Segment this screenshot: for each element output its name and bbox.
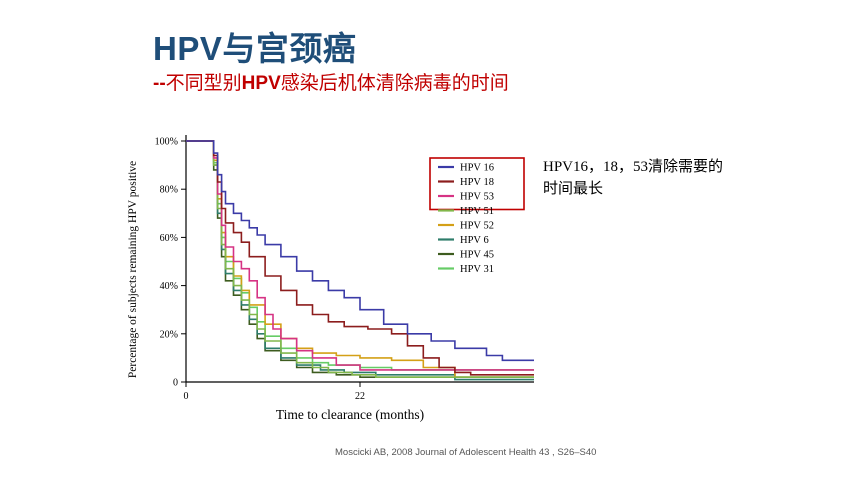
x-axis-title: Time to clearance (months) [276, 407, 424, 422]
series-line-hpv-51 [186, 140, 534, 378]
y-axis-title: Percentage of subjects remaining HPV pos… [127, 161, 139, 378]
kaplan-meier-chart: 0 20% 40% 60% 80% 100% 0 22 Time to clearance (m… [127, 135, 534, 422]
series-line-hpv-52 [186, 140, 534, 378]
series-line-hpv-6 [186, 140, 534, 381]
clearance-note-types: HPV16，18，53 [543, 159, 649, 175]
y-tick-label: 100% [155, 137, 178, 148]
legend-label-hpv-45: HPV 45 [460, 250, 494, 261]
slide-title: HPV与宫颈癌 [153, 30, 357, 67]
slide-subtitle: --不同型别HPV感染后机体清除病毒的时间 [153, 68, 509, 95]
clearance-note-text: 清除需要的时间最长 [543, 158, 724, 197]
subtitle-dash: -- [153, 73, 166, 94]
y-tick-label: 60% [160, 233, 178, 244]
legend-label-hpv-6: HPV 6 [460, 235, 489, 246]
y-tick-label: 80% [160, 185, 178, 196]
legend-highlight-box [429, 157, 525, 211]
subtitle-post: 感染后机体清除病毒的时间 [280, 73, 509, 94]
citation: Moscicki AB, 2008 Journal of Adolescent … [335, 447, 597, 458]
legend-label-hpv-31: HPV 31 [460, 264, 494, 275]
legend-label-hpv-52: HPV 52 [460, 221, 494, 232]
x-tick-label: 22 [355, 391, 365, 402]
legend-label-hpv-16: HPV 16 [460, 163, 494, 174]
y-tick-label: 40% [160, 281, 178, 292]
legend-label-hpv-53: HPV 53 [460, 192, 494, 203]
series-line-hpv-45 [186, 140, 534, 378]
clearance-note: HPV16，18，53清除需要的时间最长 [543, 156, 728, 200]
series-line-hpv-31 [186, 140, 534, 371]
subtitle-hpv: HPV [241, 73, 281, 94]
legend-label-hpv-51: HPV 51 [460, 206, 494, 217]
subtitle-pre: 不同型别 [165, 73, 242, 94]
x-tick-label: 0 [184, 391, 189, 402]
series-line-hpv-16 [186, 140, 534, 362]
legend-label-hpv-18: HPV 18 [460, 177, 494, 188]
series-line-hpv-18 [186, 140, 534, 376]
y-tick-label: 0 [173, 378, 178, 389]
y-tick-label: 20% [160, 329, 178, 340]
